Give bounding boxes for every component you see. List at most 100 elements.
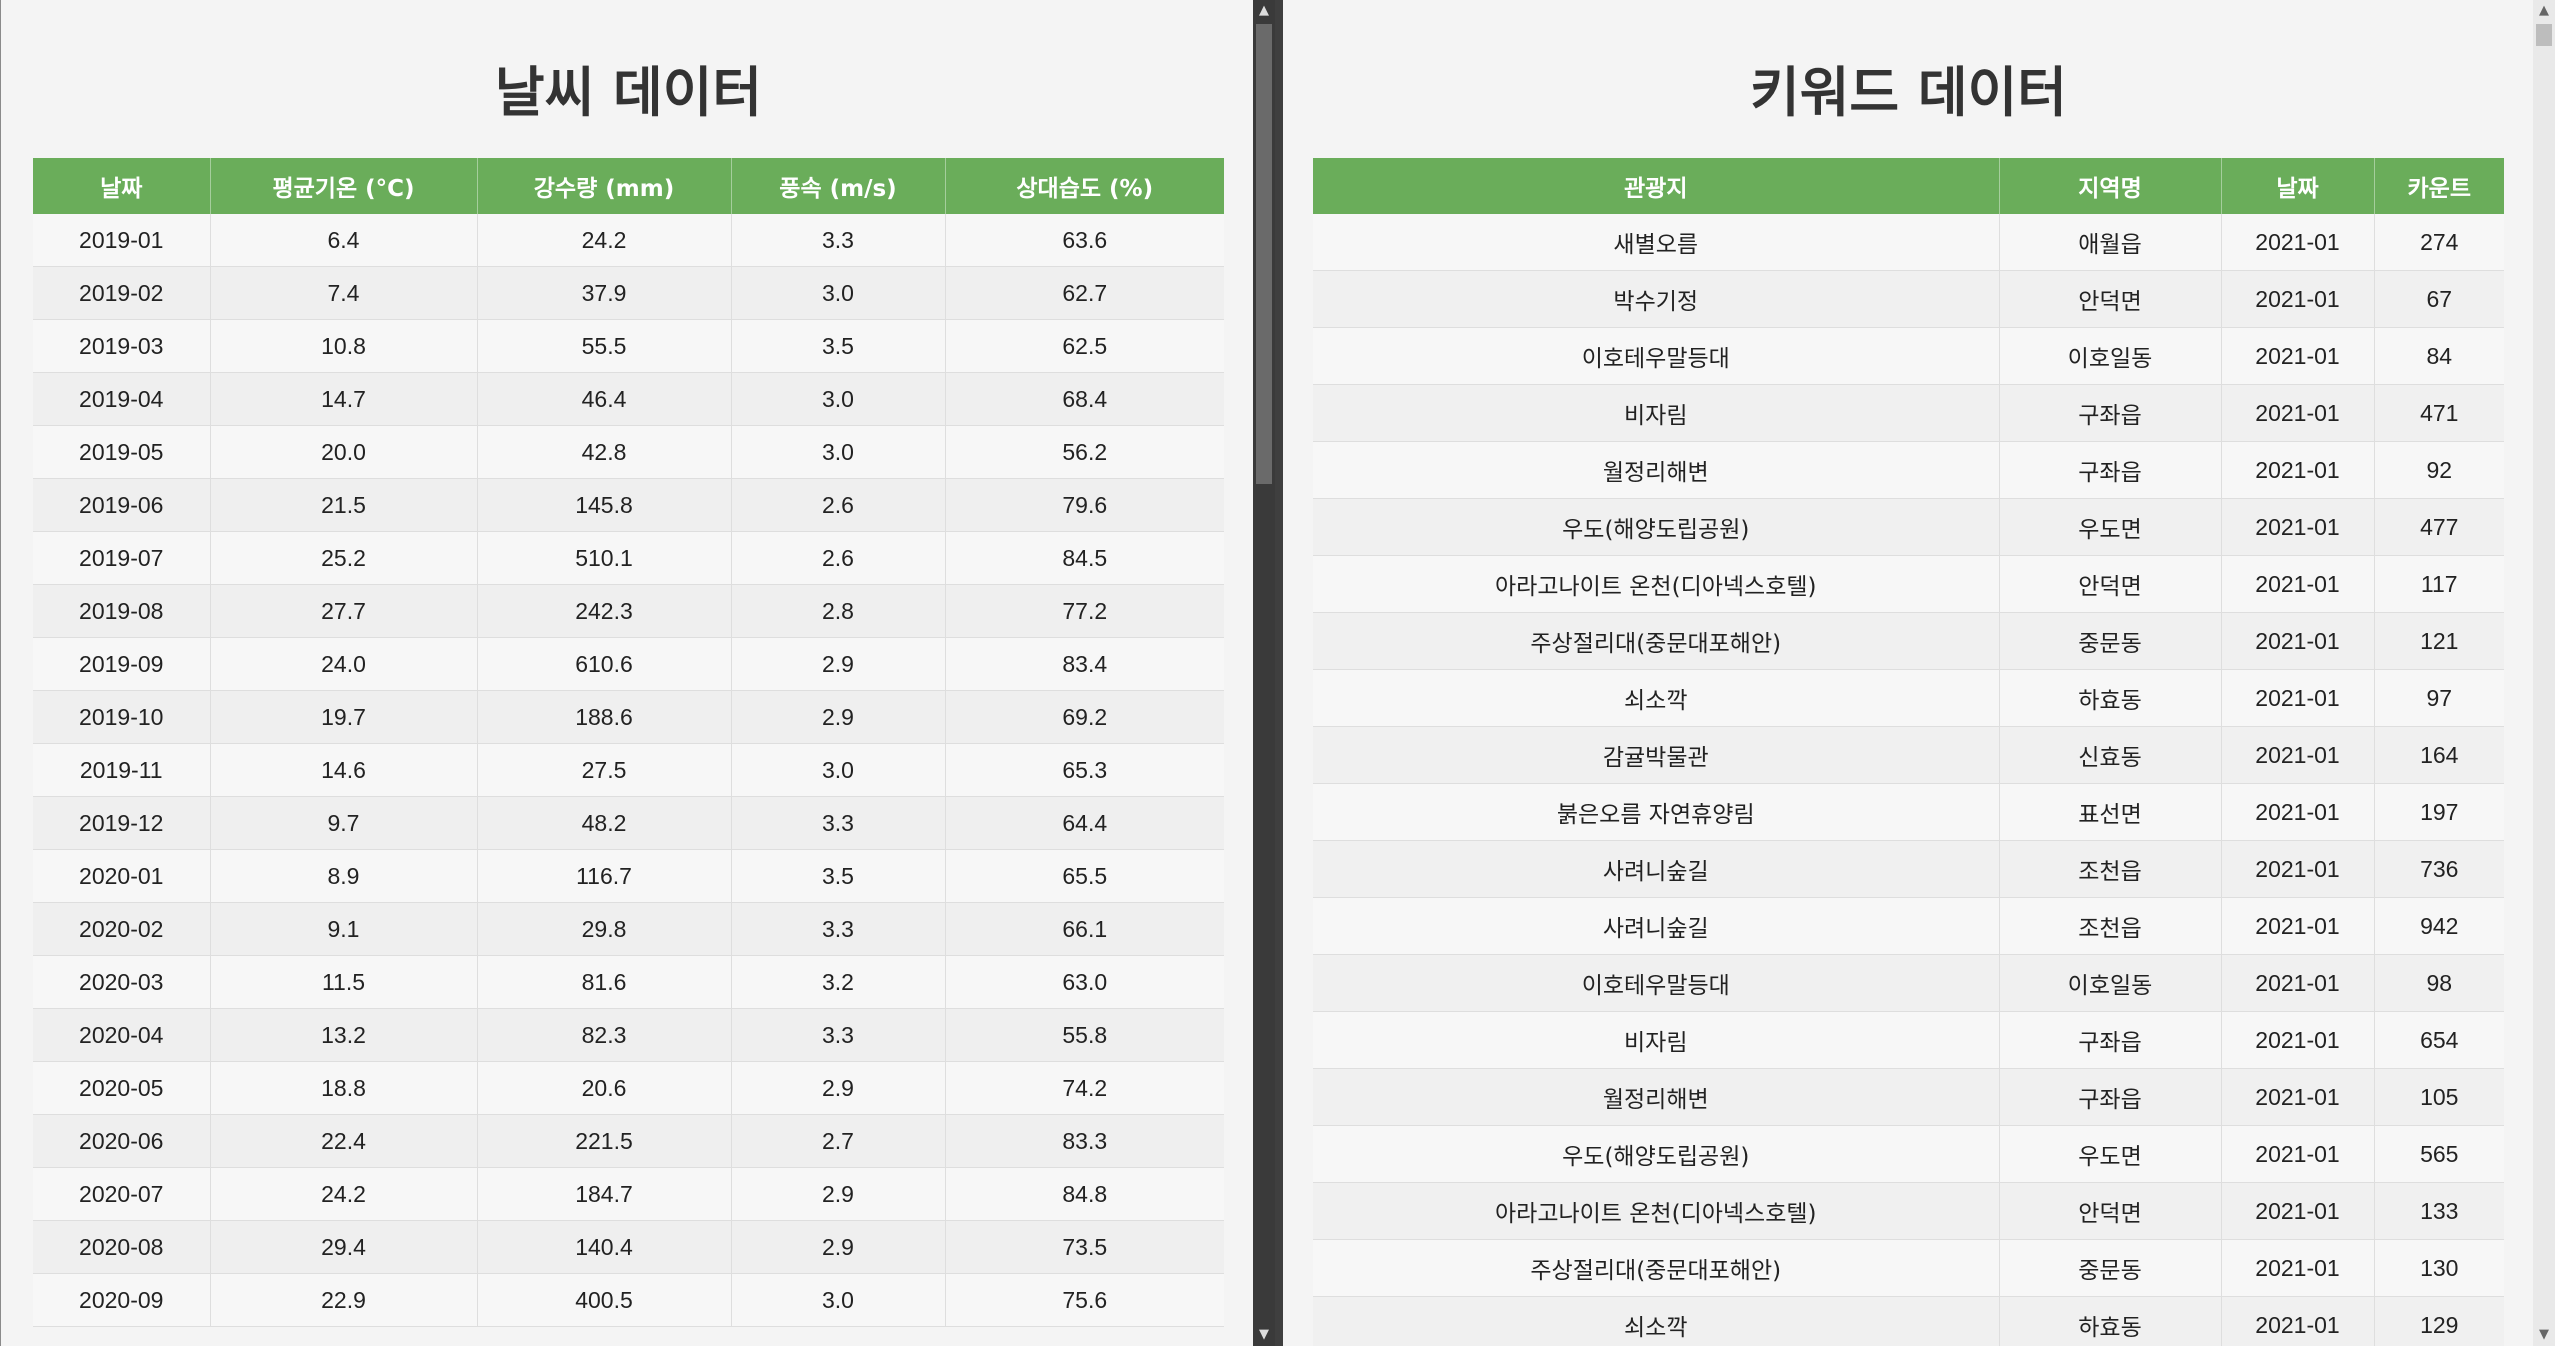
table-row: 이호테우말등대 이호일동 2021-01 84: [1313, 327, 2504, 385]
weather-cell: 81.6: [477, 955, 732, 1009]
keyword-cell: 새별오름: [1313, 214, 2000, 271]
weather-cell: 221.5: [477, 1114, 732, 1168]
weather-pane: 날씨 데이터 날짜 평균기온 (°C) 강수량 (mm) 풍속 (m/s) 상대습도 (…: [0, 0, 1253, 1346]
keyword-cell: 129: [2374, 1296, 2504, 1346]
keyword-cell: 구좌읍: [1999, 1011, 2222, 1069]
pane-divider[interactable]: [1275, 0, 1283, 1346]
keyword-header-row: 관광지 지역명 날짜 카운트: [1313, 158, 2504, 214]
scroll-up-icon[interactable]: ▲: [2539, 3, 2549, 18]
keyword-cell: 조천읍: [1999, 897, 2222, 955]
table-row: 2020-08 29.4 140.4 2.9 73.5: [33, 1220, 1224, 1274]
weather-cell: 64.4: [945, 796, 1224, 850]
keyword-pane: 키워드 데이터 관광지 지역명 날짜 카운트 새별오름 애월읍 2021-01 274 박수기…: [1283, 0, 2555, 1346]
table-row: 2020-03 11.5 81.6 3.2 63.0: [33, 955, 1224, 1009]
keyword-cell: 654: [2374, 1011, 2504, 1069]
weather-cell: 3.3: [731, 902, 946, 956]
keyword-cell: 2021-01: [2221, 327, 2375, 385]
weather-cell: 2020-01: [33, 849, 211, 903]
weather-cell: 145.8: [477, 478, 732, 532]
keyword-cell: 주상절리대(중문대포해안): [1313, 612, 2000, 670]
weather-cell: 2020-09: [33, 1273, 211, 1327]
table-row: 2020-04 13.2 82.3 3.3 55.8: [33, 1008, 1224, 1062]
keyword-cell: 2021-01: [2221, 726, 2375, 784]
weather-cell: 2020-02: [33, 902, 211, 956]
keyword-cell: 197: [2374, 783, 2504, 841]
weather-cell: 2019-02: [33, 266, 211, 320]
weather-column-header: 평균기온 (°C): [210, 158, 478, 214]
weather-cell: 22.4: [210, 1114, 478, 1168]
keyword-cell: 2021-01: [2221, 1296, 2375, 1346]
table-row: 쇠소깍 하효동 2021-01 129: [1313, 1296, 2504, 1346]
keyword-cell: 아라고나이트 온천(디아넥스호텔): [1313, 1182, 2000, 1240]
keyword-cell: 하효동: [1999, 1296, 2222, 1346]
weather-cell: 83.4: [945, 637, 1224, 691]
keyword-cell: 월정리해변: [1313, 441, 2000, 499]
table-row: 2019-07 25.2 510.1 2.6 84.5: [33, 531, 1224, 585]
weather-cell: 14.7: [210, 372, 478, 426]
table-row: 2020-07 24.2 184.7 2.9 84.8: [33, 1167, 1224, 1221]
table-row: 아라고나이트 온천(디아넥스호텔) 안덕면 2021-01 133: [1313, 1182, 2504, 1240]
weather-cell: 2.9: [731, 690, 946, 744]
weather-cell: 2019-09: [33, 637, 211, 691]
weather-cell: 140.4: [477, 1220, 732, 1274]
scroll-down-icon[interactable]: ▼: [1259, 1327, 1269, 1342]
table-row: 2019-08 27.7 242.3 2.8 77.2: [33, 584, 1224, 638]
keyword-cell: 안덕면: [1999, 1182, 2222, 1240]
weather-cell: 2020-03: [33, 955, 211, 1009]
weather-cell: 75.6: [945, 1273, 1224, 1327]
table-row: 주상절리대(중문대포해안) 중문동 2021-01 130: [1313, 1239, 2504, 1297]
left-scrollbar-thumb[interactable]: [1256, 24, 1272, 484]
weather-cell: 2.9: [731, 1167, 946, 1221]
keyword-cell: 2021-01: [2221, 1011, 2375, 1069]
weather-cell: 2.8: [731, 584, 946, 638]
weather-cell: 116.7: [477, 849, 732, 903]
keyword-cell: 주상절리대(중문대포해안): [1313, 1239, 2000, 1297]
keyword-cell: 조천읍: [1999, 840, 2222, 898]
table-row: 2020-06 22.4 221.5 2.7 83.3: [33, 1114, 1224, 1168]
keyword-table: 관광지 지역명 날짜 카운트 새별오름 애월읍 2021-01 274 박수기정 안덕면 2021…: [1313, 158, 2504, 1346]
keyword-cell: 안덕면: [1999, 270, 2222, 328]
scroll-up-icon[interactable]: ▲: [1259, 3, 1269, 18]
keyword-cell: 비자림: [1313, 1011, 2000, 1069]
weather-title: 날씨 데이터: [494, 61, 763, 124]
weather-cell: 46.4: [477, 372, 732, 426]
keyword-cell: 2021-01: [2221, 897, 2375, 955]
table-row: 쇠소깍 하효동 2021-01 97: [1313, 669, 2504, 727]
weather-column-header: 풍속 (m/s): [731, 158, 946, 214]
keyword-cell: 박수기정: [1313, 270, 2000, 328]
weather-column-header: 강수량 (mm): [477, 158, 732, 214]
weather-cell: 56.2: [945, 425, 1224, 479]
weather-cell: 3.0: [731, 743, 946, 797]
weather-cell: 74.2: [945, 1061, 1224, 1115]
weather-cell: 13.2: [210, 1008, 478, 1062]
right-scrollbar[interactable]: ▲ ▼: [2533, 0, 2555, 1346]
weather-cell: 77.2: [945, 584, 1224, 638]
right-scrollbar-thumb[interactable]: [2536, 24, 2552, 46]
table-row: 새별오름 애월읍 2021-01 274: [1313, 214, 2504, 271]
weather-cell: 2.9: [731, 1220, 946, 1274]
weather-cell: 2019-03: [33, 319, 211, 373]
keyword-cell: 2021-01: [2221, 214, 2375, 271]
weather-cell: 188.6: [477, 690, 732, 744]
left-scrollbar[interactable]: ▲ ▼: [1253, 0, 1275, 1346]
weather-cell: 3.5: [731, 849, 946, 903]
keyword-column-header: 날짜: [2221, 158, 2375, 214]
weather-cell: 3.0: [731, 372, 946, 426]
weather-cell: 3.3: [731, 1008, 946, 1062]
keyword-cell: 2021-01: [2221, 612, 2375, 670]
weather-cell: 62.7: [945, 266, 1224, 320]
weather-cell: 242.3: [477, 584, 732, 638]
weather-cell: 24.2: [210, 1167, 478, 1221]
weather-cell: 63.6: [945, 214, 1224, 267]
keyword-table-body: 새별오름 애월읍 2021-01 274 박수기정 안덕면 2021-01 67 이호테우말등대…: [1313, 214, 2504, 1346]
weather-cell: 2019-06: [33, 478, 211, 532]
table-row: 우도(해양도립공원) 우도면 2021-01 477: [1313, 498, 2504, 556]
scroll-down-icon[interactable]: ▼: [2539, 1327, 2549, 1342]
keyword-cell: 121: [2374, 612, 2504, 670]
keyword-column-header: 지역명: [1999, 158, 2222, 214]
weather-cell: 3.3: [731, 796, 946, 850]
keyword-column-header: 관광지: [1313, 158, 2000, 214]
table-row: 비자림 구좌읍 2021-01 654: [1313, 1011, 2504, 1069]
weather-cell: 2020-08: [33, 1220, 211, 1274]
keyword-cell: 2021-01: [2221, 840, 2375, 898]
